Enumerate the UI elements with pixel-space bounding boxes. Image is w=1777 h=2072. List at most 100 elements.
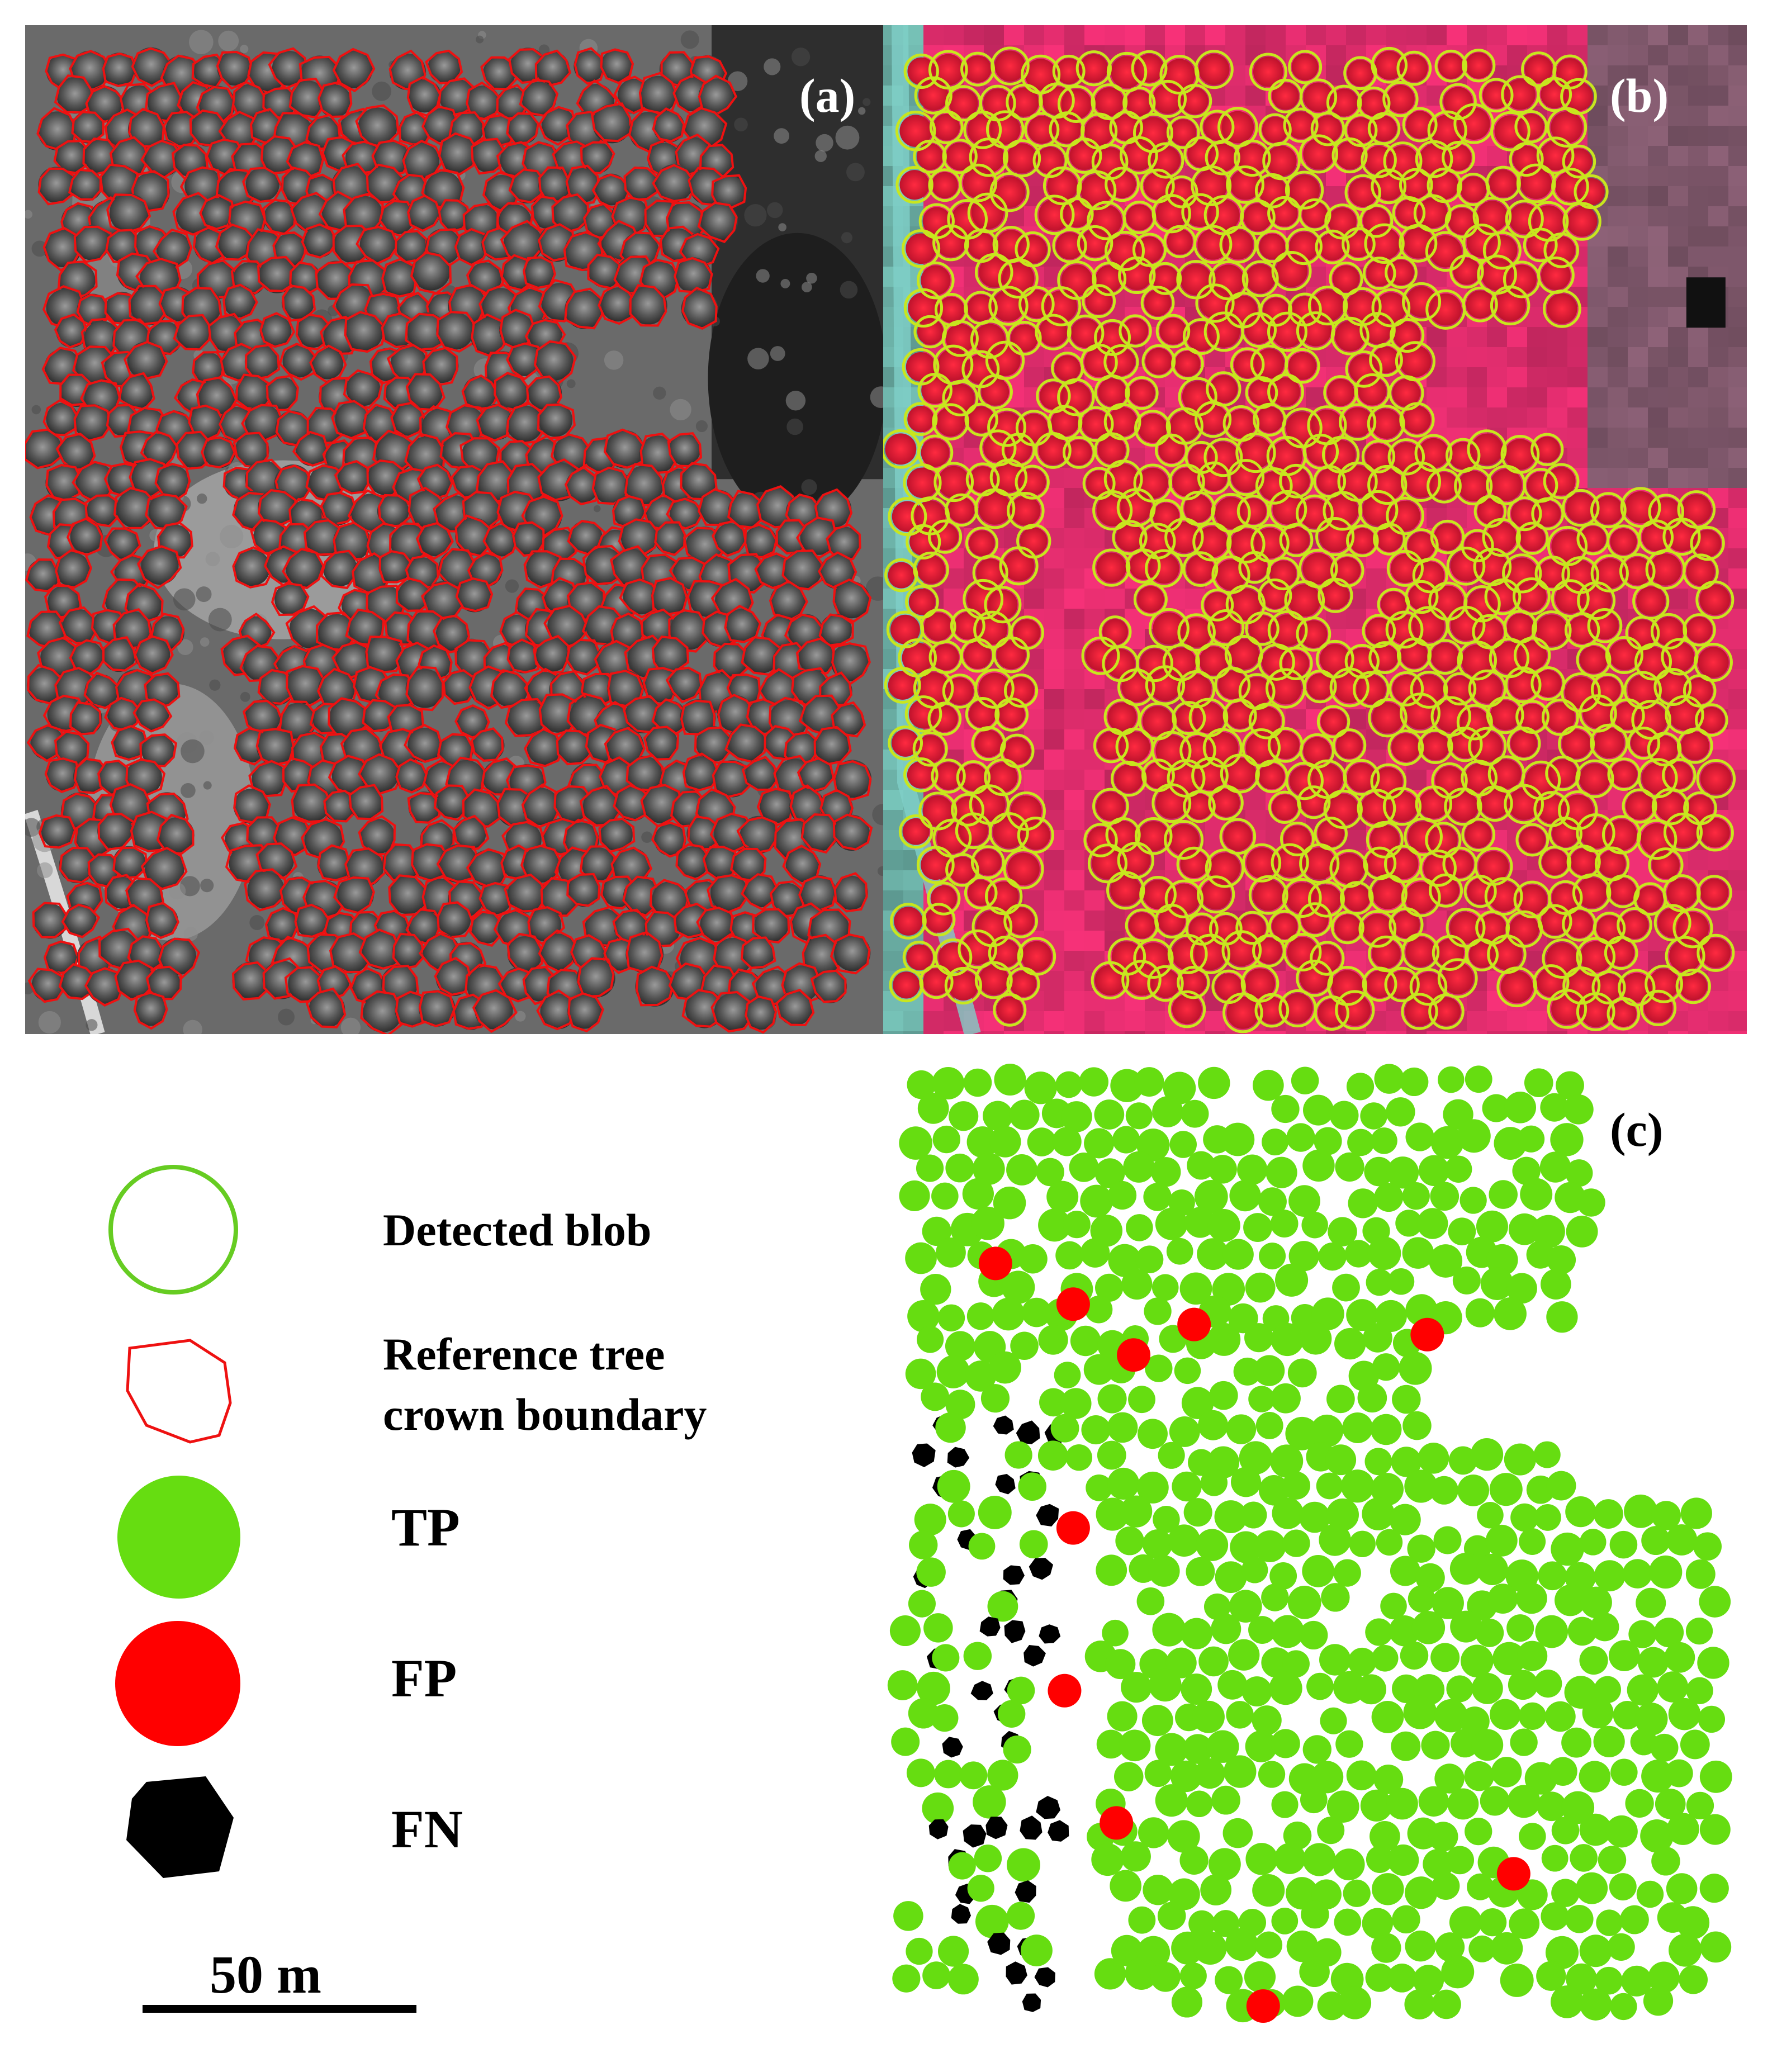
panel-b-tree-crown — [1551, 111, 1583, 144]
panel-a-tree-crown — [382, 844, 420, 882]
panel-b-pixel — [1326, 1031, 1346, 1034]
panel-a-tree-crown — [296, 434, 328, 466]
panel-b-detected-blob — [1145, 549, 1183, 588]
panel-b-pixel — [1487, 1031, 1507, 1034]
panel-b-tree-crown — [1142, 706, 1173, 737]
panel-b-detected-blob — [1371, 46, 1408, 84]
panel-b-detected-blob — [1482, 231, 1522, 270]
panel-b-pixel — [1648, 327, 1668, 347]
panel-b-pixel — [1165, 25, 1185, 45]
panel-b-tree-crown — [959, 816, 988, 846]
panel-a-tree-crown — [654, 823, 686, 856]
panel-b-tree-crown — [1108, 463, 1139, 495]
panel-b-detected-blob — [1060, 197, 1094, 231]
panel-b-tree-crown — [1184, 495, 1212, 523]
panel-a-reference-crown-boundary — [292, 430, 329, 467]
panel-a-reference-crown-boundary — [433, 784, 470, 822]
panel-a-tree-crown — [395, 994, 428, 1027]
panel-a-tree-crown — [107, 527, 139, 559]
panel-b-pixel — [1487, 25, 1507, 45]
panel-b-tree-crown — [1288, 584, 1321, 617]
panel-a-tree-crown — [757, 554, 792, 589]
panel-a-reference-crown-boundary — [25, 428, 65, 470]
panel-a-texture-speck — [786, 418, 803, 435]
panel-b-pixel — [1084, 911, 1105, 931]
panel-a-reference-crown-boundary — [724, 723, 768, 764]
panel-a-tree-crown — [676, 846, 708, 878]
panel-a-reference-crown-boundary — [189, 109, 227, 147]
panel-a-reference-crown-boundary — [756, 788, 794, 827]
panel-b-detected-blob — [1307, 286, 1348, 326]
panel-b-tree-crown — [946, 143, 974, 170]
panel-b-tree-crown — [1596, 915, 1622, 941]
panel-b-detected-blob — [916, 261, 955, 300]
panel-b-detected-blob — [1446, 605, 1486, 645]
panel-b-detected-blob — [989, 172, 1030, 212]
panel-a-texture-speck — [183, 1020, 202, 1034]
panel-b-detected-blob — [1080, 343, 1118, 381]
panel-b-detected-blob — [1082, 284, 1116, 319]
panel-b-tree-crown — [1392, 911, 1420, 938]
panel-b-tree-crown — [1375, 50, 1404, 80]
panel-b-detected-blob — [1315, 516, 1355, 557]
panel-b-tree-crown — [1480, 789, 1509, 818]
panel-b-pixel — [1648, 226, 1668, 246]
panel-a-reference-crown-boundary — [117, 372, 155, 411]
panel-a-tree-crown — [507, 699, 546, 737]
panel-b-tree-crown — [1391, 733, 1420, 762]
panel-b-pixel — [1567, 1031, 1588, 1034]
panel-a-tree-crown — [508, 875, 546, 913]
panel-b-pixel — [1326, 25, 1346, 45]
panel-a-reference-crown-boundary — [133, 992, 168, 1030]
panel-b-tree-crown — [1349, 528, 1376, 554]
panel-a-tree-crown — [55, 552, 90, 587]
panel-a-tree-crown — [565, 290, 604, 329]
panel-b-detected-blob — [1461, 529, 1494, 562]
panel-b-detected-blob — [998, 258, 1039, 299]
panel-a-tree-crown — [554, 786, 590, 822]
panel-b-tree-crown — [1408, 532, 1435, 560]
panel-b-tree-crown — [1443, 87, 1473, 117]
panel-a-tree-crown — [323, 791, 355, 822]
panel-b-tree-crown — [1047, 170, 1078, 201]
panel-a-tree-crown — [362, 931, 401, 970]
panel-a-tree-crown — [219, 407, 254, 442]
panel-a-reference-crown-boundary — [830, 933, 871, 975]
panel-b-tree-crown — [1320, 644, 1350, 675]
panel-a-tree-crown — [288, 966, 324, 1001]
panel-a-reference-crown-boundary — [73, 225, 112, 263]
panel-a-tree-crown — [411, 844, 448, 881]
panel-a-reference-crown-boundary — [448, 880, 485, 919]
panel-a-tree-crown — [507, 113, 539, 144]
panel-b-tree-crown — [1126, 204, 1153, 231]
panel-b-detected-blob — [942, 380, 979, 416]
panel-a-reference-crown-boundary — [54, 313, 88, 349]
panel-b-detected-blob — [1344, 113, 1378, 148]
panel-b-detected-blob — [895, 165, 933, 204]
panel-a-tree-crown — [40, 639, 78, 677]
panel-b-tree-crown — [937, 466, 970, 498]
panel-a-reference-crown-boundary — [58, 962, 97, 1001]
panel-b-pixel — [1064, 971, 1084, 991]
panel-b-tree-crown — [1372, 878, 1404, 909]
panel-b-tree-crown — [1152, 146, 1181, 175]
panel-b-detected-blob — [903, 288, 944, 328]
panel-b-tree-crown — [1300, 963, 1329, 993]
panel-b-tree-crown — [1465, 764, 1494, 793]
panel-b-tree-crown — [1186, 555, 1215, 584]
panel-a-reference-crown-boundary — [134, 635, 174, 675]
panel-b-tree-crown — [1429, 235, 1462, 268]
panel-b-tree-crown — [1066, 439, 1092, 466]
panel-a-reference-crown-boundary — [538, 106, 576, 146]
panel-a-reference-crown-boundary — [707, 874, 750, 914]
panel-b-tree-crown — [1138, 414, 1167, 443]
panel-b-pixel — [1648, 186, 1668, 206]
panel-b-tree-crown — [1519, 525, 1546, 552]
panel-a-reference-crown-boundary — [309, 344, 347, 383]
panel-b-tree-crown — [1328, 207, 1357, 236]
panel-a-tree-crown — [557, 729, 591, 764]
panel-b-pixel — [1225, 86, 1245, 106]
panel-b-pixel — [1668, 287, 1688, 307]
panel-b-tree-crown — [924, 612, 953, 641]
panel-b-pixel — [1064, 870, 1084, 890]
